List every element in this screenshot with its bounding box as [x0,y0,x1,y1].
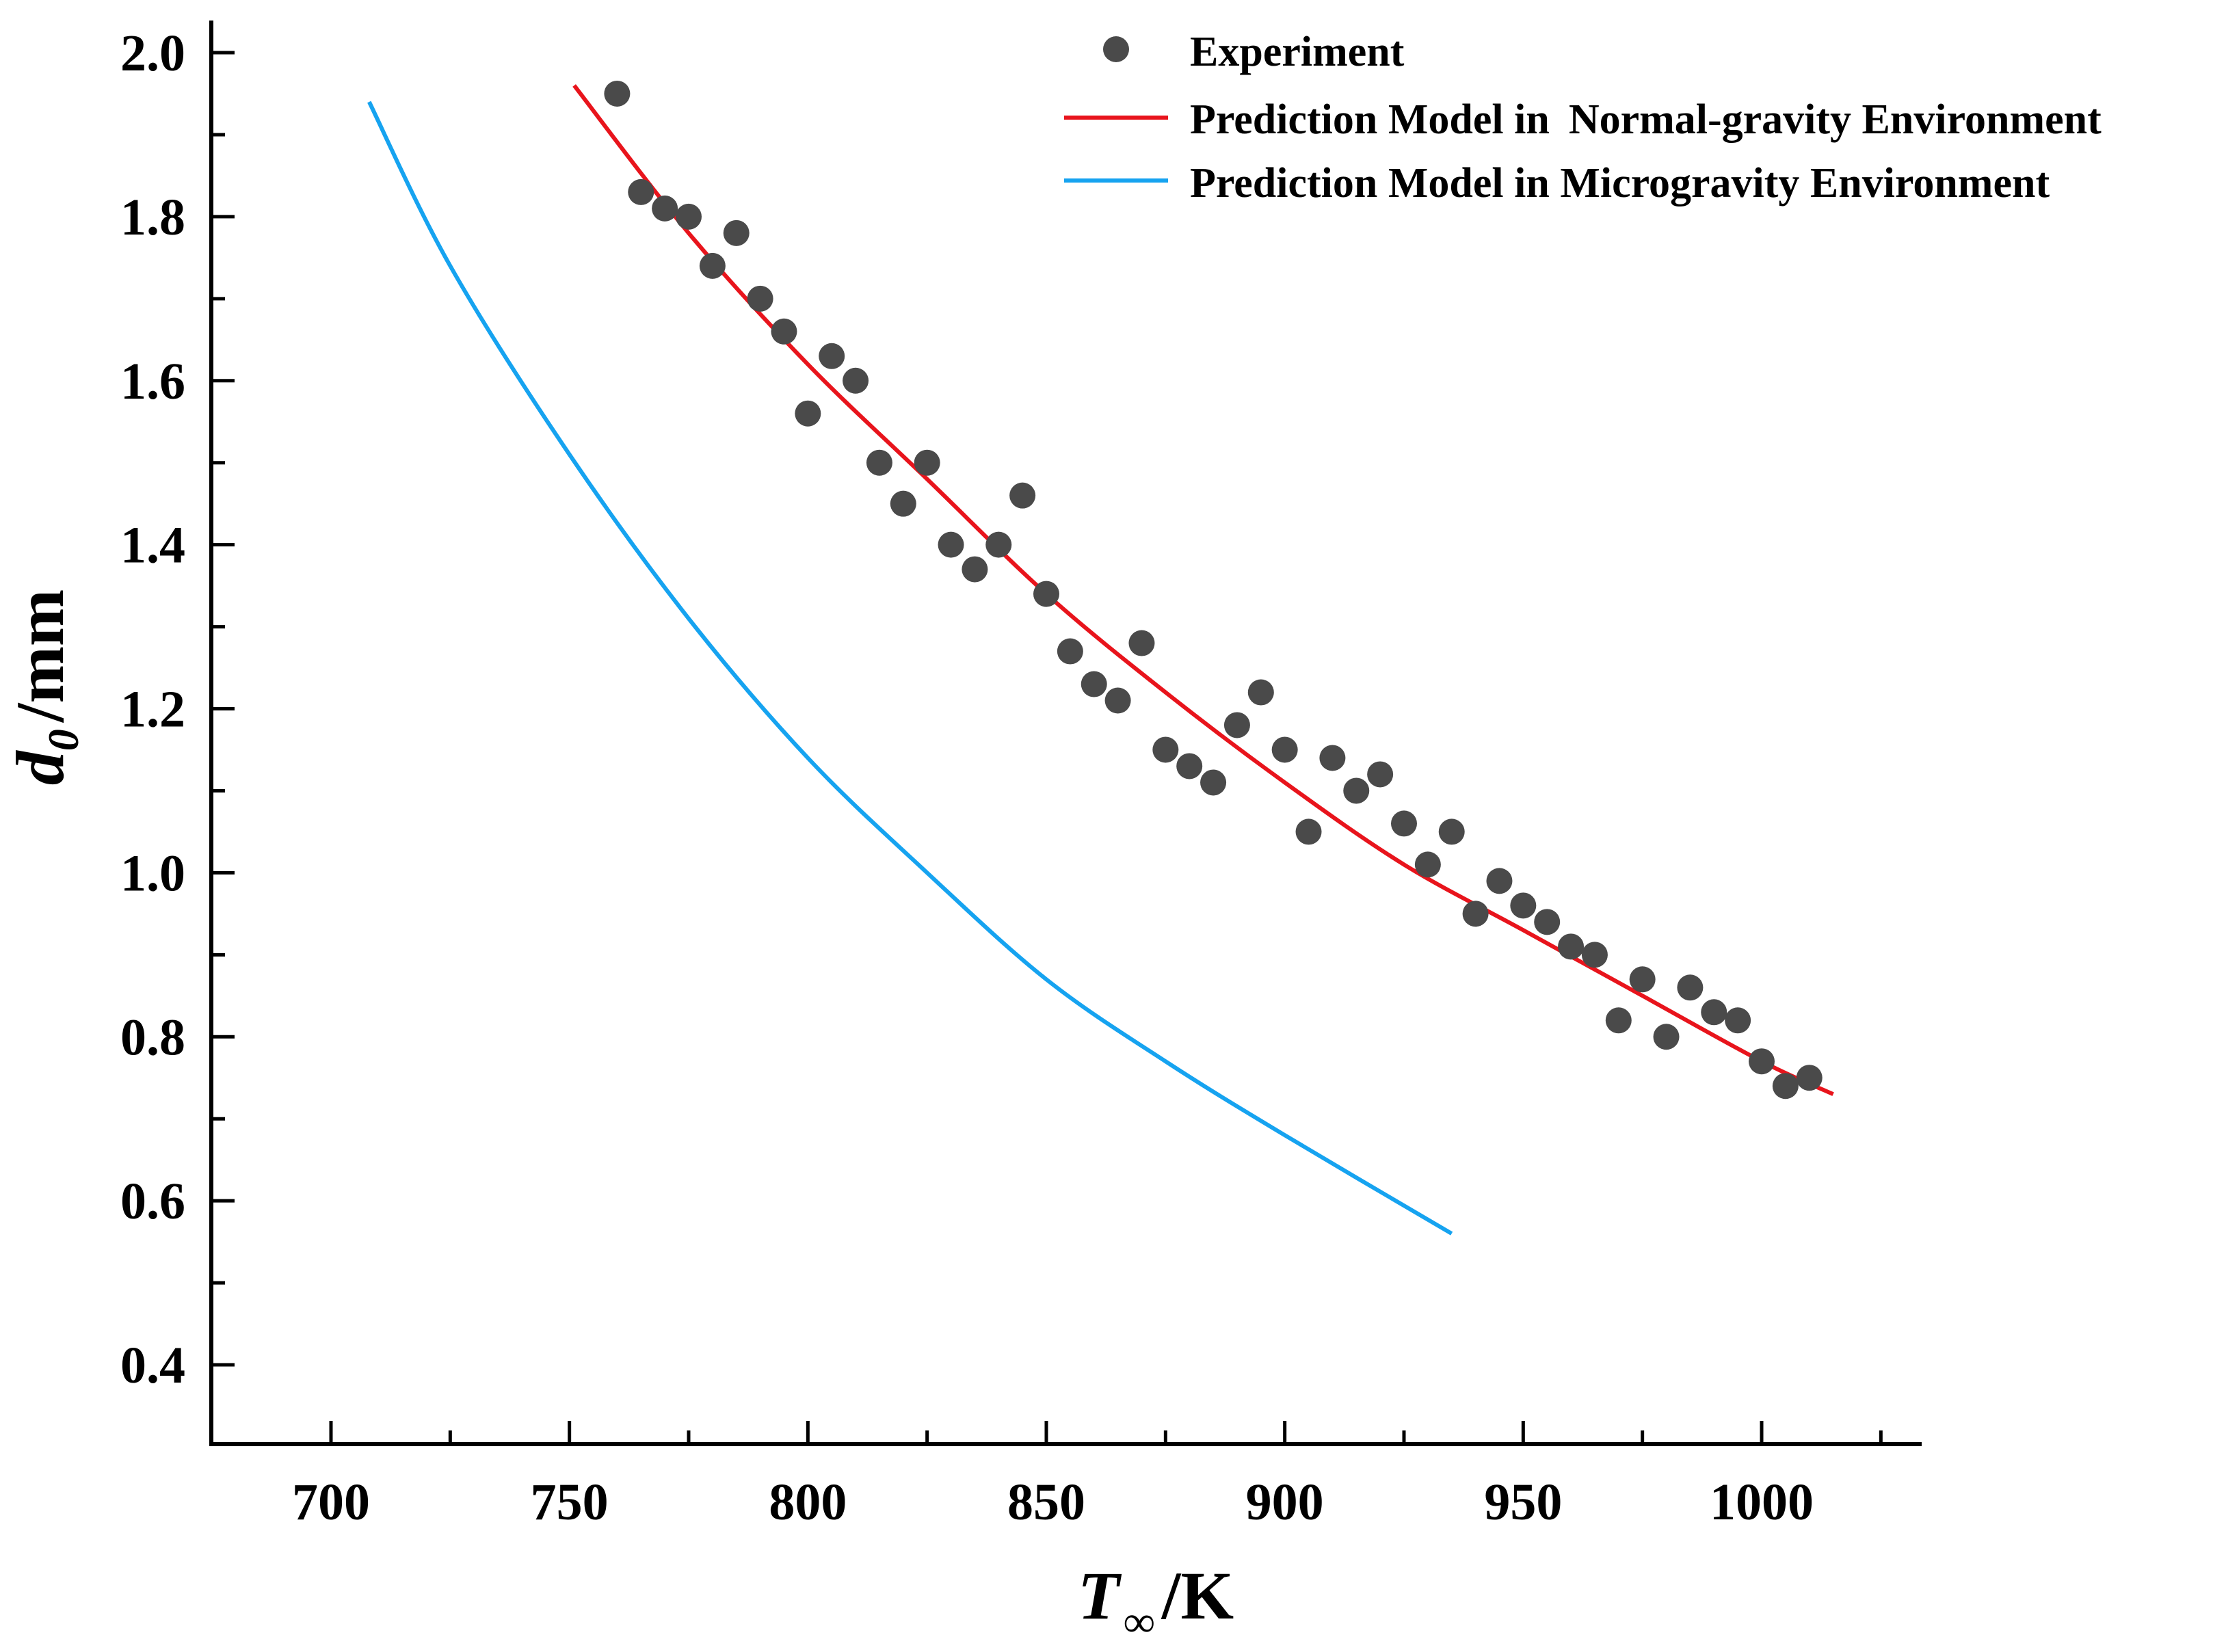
experiment-point [1772,1073,1799,1100]
experiment-point [1271,736,1298,763]
legend-label-part: Normal-gravity Environment [1569,96,2102,143]
y-tick-label: 0.4 [120,1337,185,1394]
experiment-point [1581,942,1608,968]
experiment-point [1152,736,1179,763]
experiment-point [938,531,964,558]
experiment-point [1343,777,1370,804]
experiment-point [1391,810,1417,837]
legend-label-normal-gravity: Prediction Model in Normal-gravity Enviro… [1190,96,2102,143]
x-tick-label: 900 [1246,1474,1324,1531]
experiment-point [914,449,940,476]
x-tick-label: 750 [531,1474,609,1531]
experiment-point [1057,638,1083,665]
experiment-point [1510,892,1537,919]
experiment-point [1295,818,1322,845]
y-axis-title: d0/mm [2,589,88,785]
legend-marker-experiment [1103,36,1129,62]
experiment-point [1701,999,1727,1026]
x-tick-label: 700 [292,1474,370,1531]
experiment-point [843,367,869,394]
experiment-point [1558,933,1585,960]
x-tick-label: 800 [769,1474,847,1531]
experiment-point [1009,482,1036,509]
experiment-point [866,449,892,476]
experiment-point [962,556,988,583]
y-tick-label: 1.6 [120,353,185,410]
microgravity-line [367,101,1453,1236]
experiment-point [819,343,845,369]
y-tick-label: 0.6 [120,1173,185,1230]
legend-label-microgravity: Prediction Model in Microgravity Environ… [1190,160,2050,206]
y-tick-label: 2.0 [120,25,185,82]
experiment-point [1749,1048,1775,1075]
experiment-point [1176,753,1203,780]
experiment-point [1677,974,1704,1001]
experiment-point [1653,1024,1680,1050]
experiment-point [1033,581,1059,607]
experiment-point [1081,671,1107,697]
experiment-point [1414,851,1441,878]
experiment-point [699,252,726,279]
experiment-point [1367,761,1394,788]
experiment-point [1725,1007,1751,1034]
experiment-point [628,178,654,205]
experiment-point [771,318,797,345]
experiment-point [723,219,750,246]
experiment-point [1247,679,1274,706]
axis-titles: d0/mm T∞/K [2,589,1234,1646]
y-tick-label: 1.4 [120,517,185,574]
normal-gravity-line [572,84,1834,1096]
x-tick-label: 950 [1484,1474,1562,1531]
experiment-point [652,195,678,222]
experiment-point [1319,745,1346,771]
experiment-point [1104,687,1131,714]
experiment-point [1605,1007,1632,1034]
experiment-point [1438,818,1465,845]
x-tick-label: 850 [1007,1474,1085,1531]
axes: 0.4 0.6 0.8 1.0 1.2 1.4 1.6 1.8 2.0 700 750 800 850 9… [120,21,1922,1531]
y-tick-label: 1.8 [120,189,185,246]
experiment-point [890,490,916,517]
legend-label-experiment: Experiment [1190,29,1405,75]
x-axis-title: T∞/K [1078,1558,1234,1646]
experiment-point [1796,1065,1823,1091]
experiment-point [747,285,773,312]
experiment-point [1223,712,1250,738]
experiment-point [604,80,631,107]
experiment-point [1200,769,1227,796]
experiment-point [1629,966,1656,993]
experiment-point [1534,909,1561,935]
legend: Experiment Prediction Model in Normal-grav… [1064,29,2102,206]
y-tick-label: 1.0 [120,844,185,902]
experiment-point [1486,868,1513,894]
plot-area [367,80,1834,1236]
experiment-point [795,400,821,427]
legend-label-part: Prediction Model in [1190,96,1550,143]
experiment-point [1462,901,1489,927]
y-tick-label: 1.2 [120,681,185,738]
x-tick-label: 1000 [1710,1474,1814,1531]
experiment-point [676,203,702,230]
experiment-point [985,531,1012,558]
experiment-point [1128,630,1155,656]
y-tick-label: 0.8 [120,1009,185,1066]
